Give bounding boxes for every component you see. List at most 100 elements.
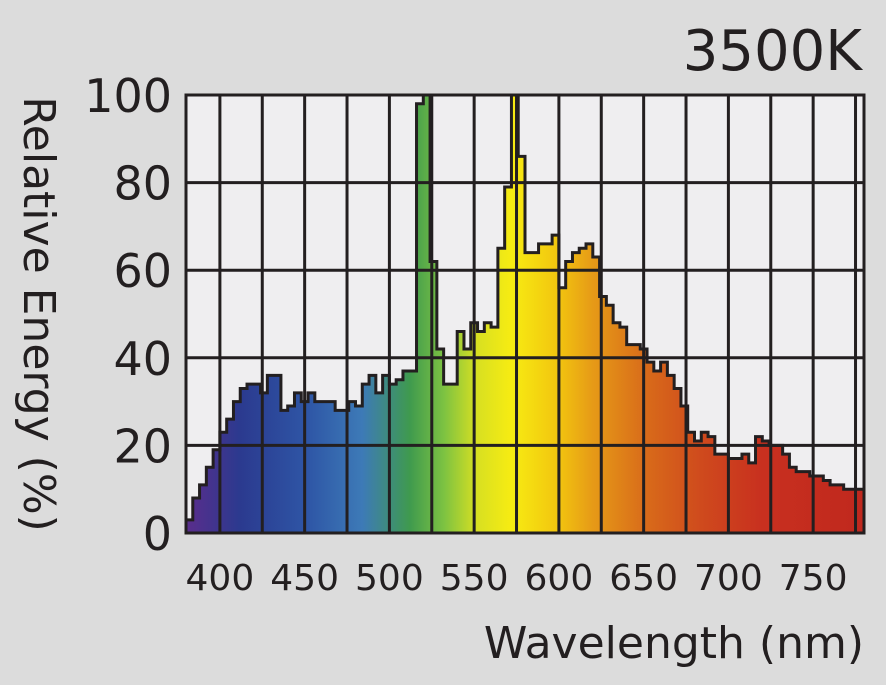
spectrum-bar <box>396 379 404 533</box>
spectrum-bar <box>531 252 540 533</box>
spectrum-bar <box>728 458 736 533</box>
x-tick-label: 450 <box>270 558 339 599</box>
spectrum-bar <box>402 370 411 533</box>
spectrum-bar <box>206 467 214 533</box>
spectrum-bar <box>416 103 424 533</box>
spectrum-bar <box>267 375 275 533</box>
x-tick-label: 550 <box>440 558 509 599</box>
y-tick-label: 0 <box>143 507 172 561</box>
spectrum-bar <box>321 401 329 533</box>
spectrum-bar <box>565 261 574 533</box>
x-tick-label: 500 <box>355 558 424 599</box>
spectrum-bar <box>294 392 302 533</box>
spectrum-bar <box>328 401 336 533</box>
spectrum-bar <box>287 405 296 533</box>
spectrum-bar <box>457 331 465 533</box>
spectrum-bar <box>674 388 682 533</box>
x-axis-ticks: 400 450 500 550 600 650 700 750 <box>186 558 848 599</box>
spectrum-bar <box>769 445 777 533</box>
spectrum-bar <box>545 243 553 534</box>
spectrum-bar <box>558 287 567 533</box>
spectrum-bar <box>762 441 770 533</box>
x-tick-label: 600 <box>525 558 594 599</box>
spectrum-bar <box>375 392 384 533</box>
spectrum-bar <box>606 305 614 533</box>
x-axis-label: Wavelength (nm) <box>484 618 864 669</box>
spectrum-bar <box>382 375 390 533</box>
x-tick-label: 750 <box>779 558 848 599</box>
spectrum-bar <box>192 497 201 533</box>
spectrum-bar <box>586 243 594 534</box>
plot-frame <box>184 93 866 535</box>
spectrum-bar <box>362 384 370 533</box>
spectrum-bar <box>836 484 845 533</box>
spectrum-bar <box>755 436 763 533</box>
spectrum-bar <box>233 401 241 533</box>
y-tick-label: 80 <box>113 157 172 211</box>
spectrum-bar <box>647 362 655 533</box>
y-tick-label: 40 <box>113 332 172 386</box>
spectrum-bar <box>802 471 811 533</box>
spectrum-bar <box>579 248 587 534</box>
y-tick-label: 20 <box>113 419 172 473</box>
spectrum-bar <box>484 322 492 533</box>
spectrum-bar <box>633 344 641 533</box>
spectrum-bar <box>430 261 438 533</box>
spectrum-bar <box>592 257 601 533</box>
spectrum-bar <box>857 489 865 533</box>
spectrum-bar <box>247 384 255 533</box>
spectrum-bar <box>497 248 506 534</box>
spectrum-bar <box>443 384 452 533</box>
spectrum-bar <box>274 375 282 533</box>
spectrum-bar <box>613 322 621 533</box>
spectrum-bars <box>186 95 865 534</box>
spectrum-bar <box>477 331 485 533</box>
spectrum-bar <box>389 384 397 533</box>
spectrum-bar <box>240 388 248 533</box>
spectrum-bar <box>830 484 838 533</box>
y-axis-ticks: 0 20 40 60 80 100 <box>84 69 172 561</box>
spectrum-bar <box>748 462 757 533</box>
spectrum-bar <box>572 252 580 533</box>
y-tick-label: 60 <box>113 244 172 298</box>
spectrum-bar <box>308 392 316 533</box>
spectrum-bar <box>436 349 445 533</box>
spectrum-bar <box>789 467 797 533</box>
spectrum-bar <box>518 156 526 533</box>
spectrum-bar <box>660 362 668 533</box>
spectrum-bar <box>843 489 852 533</box>
spectrum-bar <box>626 344 635 533</box>
spectrum-bar <box>335 410 343 533</box>
spectrum-bar <box>708 436 716 533</box>
spectrum-bar <box>450 384 458 533</box>
spectrum-bar <box>816 476 824 533</box>
spectrum-bar <box>552 235 560 533</box>
spectrum-bar <box>348 401 357 533</box>
spectrum-bar <box>538 243 546 534</box>
spectrum-bar <box>199 484 207 533</box>
y-axis-label: Relative Energy (%) <box>13 96 64 532</box>
x-tick-label: 650 <box>609 558 678 599</box>
spectrum-bar <box>491 327 499 533</box>
spectrum-bar <box>721 454 729 533</box>
spectrum-bar <box>423 95 431 533</box>
grid-lines <box>186 95 864 533</box>
spectrum-bar <box>782 454 791 533</box>
spectrum-bar <box>796 471 804 533</box>
y-tick-label: 100 <box>84 69 172 123</box>
spectrum-bar <box>735 458 743 533</box>
spectrum-bar <box>667 375 675 533</box>
spectrum-bar <box>260 392 268 533</box>
spectrum-bar <box>253 384 262 533</box>
x-tick-label: 700 <box>694 558 763 599</box>
spectrum-bar <box>599 296 607 533</box>
spectrum-bar <box>687 432 696 533</box>
spectrum-bar <box>369 375 377 533</box>
spectrum-bar <box>280 410 289 533</box>
spectrum-bar <box>694 441 702 533</box>
spectrum-bar <box>775 445 784 533</box>
spectrum-bar <box>525 252 533 533</box>
x-tick-label: 400 <box>186 558 255 599</box>
spectrum-bar <box>355 405 363 533</box>
